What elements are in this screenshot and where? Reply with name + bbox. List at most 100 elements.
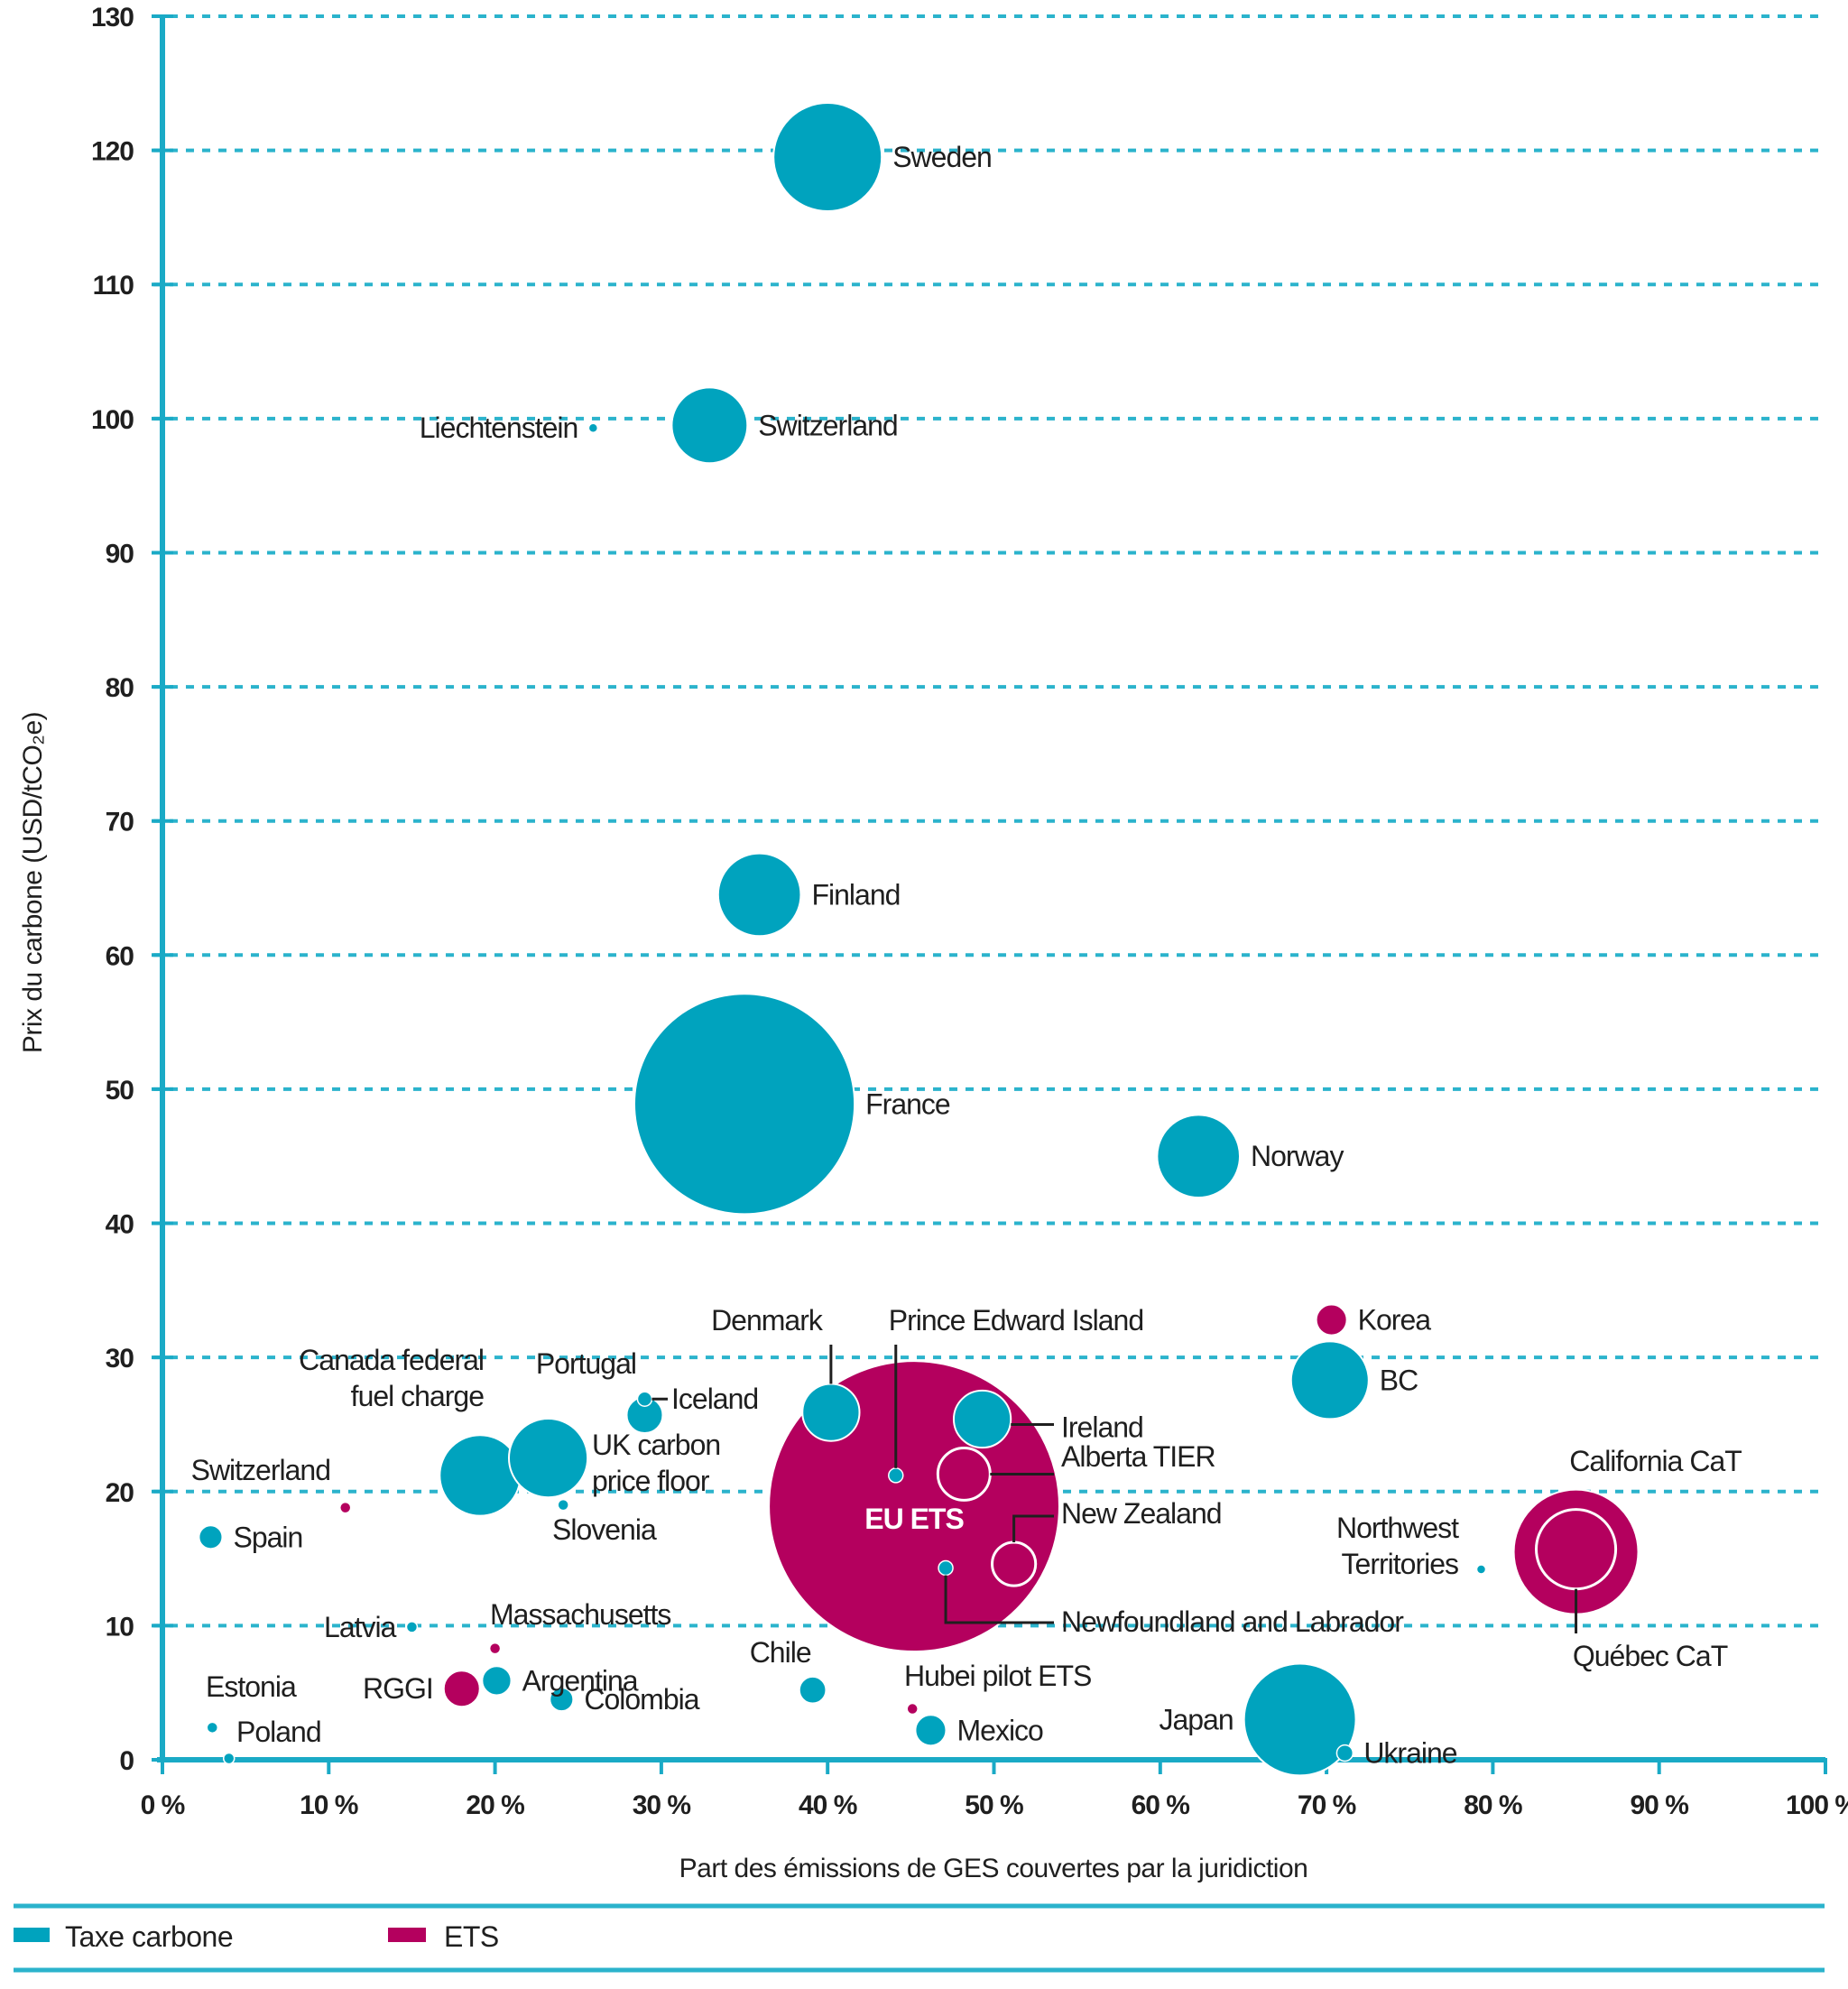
bubble-korea-ets (1315, 1303, 1348, 1337)
label-new-zealand-ets: New Zealand (1061, 1497, 1222, 1530)
x-tick-label: 0 % (141, 1790, 185, 1820)
x-tick-label: 100 % (1786, 1790, 1848, 1820)
label-ukraine-tax: Ukraine (1363, 1737, 1456, 1770)
label-latvia-tax: Latvia (324, 1611, 397, 1643)
bubble-prince-edward-island-tax (888, 1467, 904, 1484)
y-tick-label: 100 (91, 405, 134, 435)
axes (157, 14, 1825, 1762)
y-tick-label: 0 (119, 1746, 134, 1776)
bubble-colombia-tax (549, 1687, 575, 1713)
label-finland-tax: Finland (811, 878, 900, 911)
label-bc-tax: BC (1380, 1364, 1418, 1396)
y-tick-label: 30 (106, 1344, 134, 1374)
x-axis-title: Part des émissions de GES couvertes par … (679, 1854, 1308, 1883)
y-tick-label: 50 (106, 1076, 134, 1106)
label-estonia-tax: Estonia (206, 1670, 297, 1703)
bubble-rggi-ets (442, 1670, 481, 1708)
label-chile-tax: Chile (750, 1636, 811, 1669)
y-tick-label: 40 (106, 1210, 134, 1240)
gridlines (152, 14, 1825, 1762)
label-alberta-tier-tax: Alberta TIER (1061, 1440, 1215, 1473)
label-denmark-tax: Denmark (711, 1304, 824, 1337)
bubble-argentina-tax (481, 1665, 513, 1697)
x-tick-label: 20 % (466, 1790, 524, 1820)
legend-swatch-taxe-carbone (14, 1928, 50, 1942)
bubble-estonia-tax (206, 1721, 219, 1735)
bubble-poland-tax (222, 1752, 236, 1765)
label-mexico-tax: Mexico (956, 1714, 1043, 1746)
bubble-finland-tax (716, 852, 802, 938)
label-switzerland-tax: Switzerland (758, 409, 897, 441)
leader-lines (651, 1345, 1578, 1633)
x-tick-label: 60 % (1132, 1790, 1190, 1820)
y-tick-labels: 0 10 20 30 40 50 60 70 80 90 100 110 120 130 (91, 3, 134, 1776)
label-france-tax: France (865, 1087, 950, 1120)
bubble-newfoundland-and-labrador-tax (938, 1559, 954, 1577)
y-axis-title: Prix du carbone (USD/tCO₂e) (18, 712, 48, 1053)
label-liechtenstein-tax: Liechtenstein (420, 412, 578, 444)
bubble-latvia-tax (405, 1621, 419, 1633)
bubble-spain-tax (198, 1524, 224, 1550)
label-switzerland-ets: Switzerland (191, 1454, 330, 1486)
x-tick-label: 80 % (1464, 1790, 1522, 1820)
bubble-switzerland-ets (338, 1501, 352, 1514)
label-eu-ets-ets: EU ETS (864, 1503, 964, 1535)
bubble-northwest-territories-tax (1475, 1564, 1487, 1575)
legend: Taxe carbone ETS (14, 1903, 1825, 1973)
legend-label-taxe-carbone: Taxe carbone (65, 1920, 233, 1953)
label-california-cat-ets: California CaT (1569, 1445, 1742, 1477)
label-ireland-tax: Ireland (1061, 1411, 1143, 1444)
bubble-massachusetts-ets (488, 1642, 502, 1655)
y-tick-label: 10 (106, 1612, 134, 1642)
x-tick-label: 70 % (1298, 1790, 1356, 1820)
bubble-ukraine-tax (1335, 1744, 1354, 1762)
label-japan-tax: Japan (1159, 1703, 1233, 1735)
bubble-ireland-tax (952, 1389, 1012, 1449)
bubble-sweden-tax (772, 102, 883, 213)
label-colombia-tax: Colombia (584, 1683, 699, 1716)
label-prince-edward-island-tax: Prince Edward Island (889, 1304, 1143, 1337)
x-tick-label: 10 % (300, 1790, 358, 1820)
bubble-bc-tax (1289, 1340, 1370, 1420)
label-sweden-tax: Sweden (892, 141, 992, 173)
bubbles (198, 102, 1640, 1777)
label-norway-tax: Norway (1251, 1140, 1344, 1172)
leader-line-newfoundland-and-labrador (944, 1575, 1054, 1624)
bubble-liechtenstein-tax (587, 422, 599, 433)
label-argentina-tax: Argentina (522, 1664, 639, 1697)
y-tick-label: 60 (106, 941, 134, 971)
x-tick-label: 50 % (965, 1790, 1023, 1820)
y-tick-label: 20 (106, 1478, 134, 1508)
y-tick-label: 120 (91, 137, 134, 167)
y-tick-label: 70 (106, 808, 134, 837)
bubble-canada-federal-fuel-charge-tax (439, 1434, 522, 1517)
x-tick-label: 90 % (1631, 1790, 1689, 1820)
point-labels: Sweden Liechtenstein Switzerland Finland Fra… (191, 141, 1743, 1770)
label-portugal-tax: Portugal (536, 1347, 636, 1380)
bubble-switzerland-tax (670, 386, 749, 465)
label-korea-ets: Korea (1358, 1304, 1432, 1337)
bubble-denmark-tax (801, 1383, 861, 1442)
x-tick-label: 30 % (633, 1790, 691, 1820)
label-newfoundland-and-labrador-tax: Newfoundland and Labrador (1061, 1605, 1404, 1638)
label-rggi-ets: RGGI (363, 1672, 433, 1705)
label-northwest-territories-tax: Northwest Territories (1336, 1512, 1459, 1580)
label-poland-tax: Poland (236, 1716, 321, 1748)
bubble-norway-tax (1156, 1114, 1242, 1199)
y-tick-label: 90 (106, 539, 134, 569)
y-tick-label: 130 (91, 3, 134, 32)
label-iceland-tax: Iceland (671, 1383, 758, 1415)
label-spain-tax: Spain (233, 1521, 302, 1553)
x-tick-label: 40 % (799, 1790, 857, 1820)
bubble-chile-tax (798, 1675, 827, 1705)
bubble-mexico-tax (914, 1714, 947, 1747)
bubble-japan-tax (1243, 1662, 1357, 1777)
bubble-iceland-tax (636, 1391, 653, 1407)
legend-label-ets: ETS (444, 1920, 499, 1953)
y-tick-label: 110 (93, 271, 134, 301)
label-slovenia-tax: Slovenia (552, 1513, 657, 1546)
label-canada-federal-fuel-charge-tax: Canada federal fuel charge (299, 1344, 484, 1412)
y-tick-label: 80 (106, 673, 134, 703)
bubble-slovenia-tax (557, 1498, 569, 1512)
